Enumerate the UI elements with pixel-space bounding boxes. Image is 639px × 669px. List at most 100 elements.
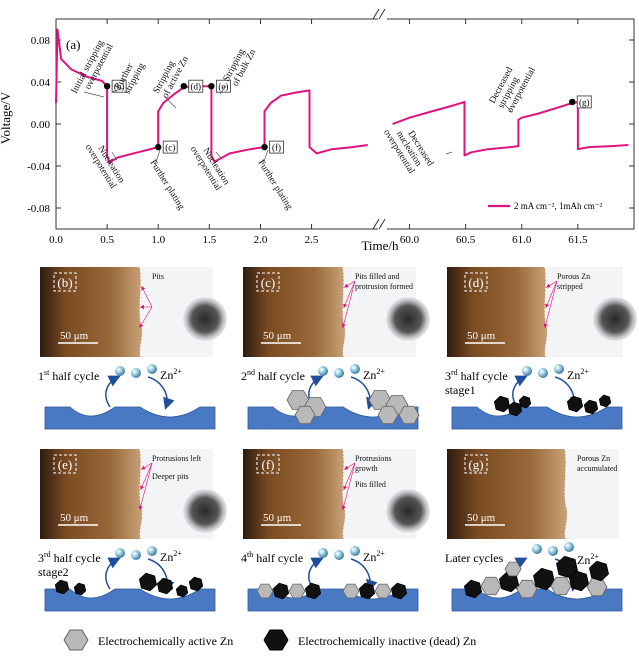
micrograph-note: Protrusions — [355, 454, 391, 463]
marker-point — [180, 83, 187, 90]
panel-letter-box — [53, 454, 77, 474]
ion-flow-arrow — [105, 557, 121, 590]
zn-electrode-image — [40, 449, 143, 539]
y-tick-label: -0.08 — [27, 203, 50, 215]
pointer-arrow — [343, 462, 356, 491]
x-tick-label: 2.0 — [254, 234, 268, 246]
dead-zn-deposit — [304, 582, 322, 600]
pointer-arrow — [343, 462, 356, 470]
plot-frames — [55, 18, 635, 230]
x-tick-label: 2.5 — [305, 234, 319, 246]
ion-flow-arrow — [105, 375, 121, 408]
marker-label: (e) — [218, 82, 228, 92]
panel-letter-box — [464, 454, 488, 474]
active-zn-deposit — [288, 583, 306, 599]
y-tick-label: 0.04 — [31, 77, 51, 89]
active-zn-deposit — [516, 579, 538, 599]
series-layer — [55, 28, 629, 164]
x-tick-label: 61.0 — [512, 234, 532, 246]
half-cycle-caption: 3rd half cycle — [38, 550, 101, 565]
leader-decreased-stripping — [503, 103, 513, 113]
active-zn-deposit — [294, 405, 316, 425]
stage-caption: stage1 — [445, 383, 476, 397]
active-zn-deposit — [342, 583, 360, 599]
annotation-decreased-stripping: Decreased stripping overpotential — [488, 56, 538, 115]
pointer-arrow — [139, 306, 153, 329]
dead-zn-deposit — [175, 584, 189, 598]
electrolyte-bubble — [593, 297, 637, 341]
dead-zn-deposit — [493, 395, 511, 413]
dead-zn-deposit — [272, 582, 290, 600]
panel-letter: (c) — [261, 275, 275, 290]
electrolyte-bubble — [183, 297, 227, 341]
panel-letter-box — [256, 454, 280, 474]
micrograph-note: Porous Zn — [557, 272, 590, 281]
zn-ion-label: Zn2+ — [363, 367, 385, 382]
zn-ion-label: Zn2+ — [577, 552, 599, 567]
scale-label: 50 μm — [263, 512, 292, 524]
x-tick-label: 61.5 — [568, 234, 588, 246]
zn-electrode-image — [447, 449, 568, 539]
axis-break-bottom — [372, 218, 386, 230]
annotation-nucleation-1: Nucleation overpotential — [83, 138, 128, 193]
x-tick-label: 0.0 — [49, 234, 63, 246]
dead-zn-deposit — [588, 560, 610, 582]
zn-substrate — [44, 406, 216, 430]
marker-label: (c) — [165, 143, 175, 153]
points-layer: (b) (c) (d) (e) (f) (g) — [103, 79, 592, 154]
zn-ion-label: Zn2+ — [363, 549, 385, 564]
scale-label: 50 μm — [467, 330, 496, 342]
y-tick-label: -0.04 — [27, 161, 50, 173]
x-tick-label: 1.5 — [202, 234, 216, 246]
panel-letter: (g) — [468, 457, 483, 472]
y-axis-label: Voltage/V — [0, 91, 13, 144]
pointer-arrow — [343, 280, 356, 288]
zn-electrode-image — [447, 267, 548, 357]
micrograph-note: Deeper pits — [152, 472, 189, 481]
marker-label-box — [269, 140, 284, 154]
zn-ion-sphere — [350, 546, 360, 556]
x-axis: 0.0 0.5 1.0 1.5 2.0 2.5 60.0 60.5 61.0 61.5 — [49, 19, 588, 246]
half-cycle-caption: Later cycles — [445, 551, 504, 565]
zn-electrode-image — [40, 267, 143, 357]
zn-ion-sphere — [538, 368, 548, 378]
schematic-panel: (b) 50 μm Pits 1st half cycle Zn2+ — [38, 266, 227, 430]
pointer-arrow — [138, 462, 153, 511]
marker-point — [261, 143, 268, 151]
pointer-arrow — [343, 280, 356, 309]
dead-zn-deposit — [188, 576, 204, 592]
active-zn-icon — [63, 629, 89, 651]
leader-further-stripping — [111, 87, 125, 93]
leader-initial — [83, 91, 105, 98]
dead-zn-deposit — [390, 582, 408, 600]
panel-letter: (e) — [58, 457, 72, 472]
electrode-edge-outline — [564, 448, 568, 540]
marker-label-box — [162, 140, 178, 154]
schematic-panels: (b) 50 μm Pits 1st half cycle Zn2+ (c) 50 μm Pi… — [38, 266, 637, 612]
leader-bulk-zn — [219, 85, 227, 95]
annotation-decreased-nucleation: Decreased nucleation overpotential — [381, 117, 436, 180]
dead-zn-icon — [263, 629, 289, 651]
zn-ion-sphere — [564, 542, 574, 552]
leader-decreased-nucleation — [445, 151, 453, 155]
zn-ion-sphere — [548, 546, 558, 556]
micrograph-note: Pits — [152, 272, 164, 281]
marker-label: (d) — [191, 82, 202, 92]
stage-caption: stage2 — [38, 565, 69, 579]
zn-ion-sphere — [115, 366, 125, 376]
pointer-arrow — [341, 462, 356, 511]
micrograph-note: accumulated — [577, 464, 617, 473]
active-zn-deposit — [550, 576, 572, 596]
zn-ion-sphere — [318, 366, 328, 376]
dead-zn-deposit — [463, 579, 483, 599]
panel-a-label: (a) — [66, 37, 80, 52]
leader-further-plating-2 — [262, 149, 269, 165]
zn-ion-label: Zn2+ — [160, 549, 182, 564]
marker-label-box — [188, 79, 204, 93]
micrograph-note: Pits filled and — [355, 272, 399, 281]
zn-ion-sphere — [532, 544, 542, 554]
x-tick-label: 60.5 — [456, 234, 476, 246]
